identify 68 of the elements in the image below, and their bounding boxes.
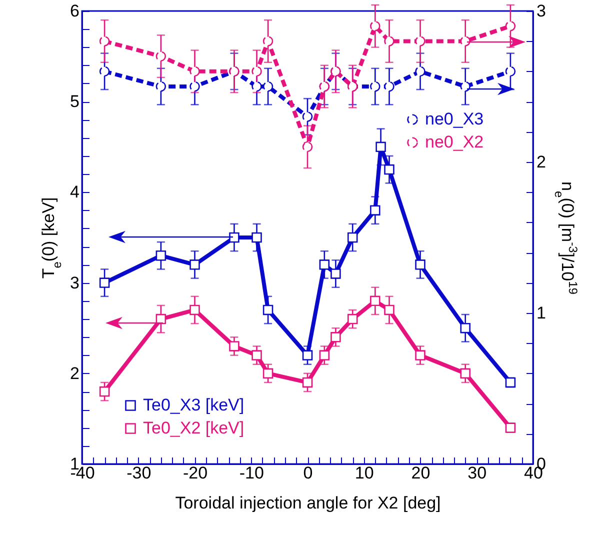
point	[229, 232, 240, 243]
legend-label: ne0_X2	[425, 132, 484, 152]
point	[330, 268, 341, 279]
point	[302, 377, 313, 388]
point	[415, 260, 426, 270]
y2-tick-label: 2	[536, 152, 546, 172]
point	[99, 36, 110, 46]
point	[384, 304, 394, 316]
point	[252, 350, 262, 360]
point	[415, 350, 426, 360]
point	[384, 36, 394, 46]
y-tick-label: 2	[70, 364, 80, 383]
point	[370, 205, 380, 216]
point	[156, 250, 166, 261]
x-tick-label: 30	[468, 464, 487, 482]
point	[370, 20, 380, 32]
point	[302, 112, 313, 122]
point	[156, 51, 166, 62]
y-tick-label: 5	[70, 92, 80, 112]
point	[302, 142, 313, 152]
point	[190, 260, 200, 270]
point	[384, 81, 394, 92]
x-tick-label: 10	[354, 464, 374, 482]
point	[262, 81, 274, 92]
point	[262, 368, 274, 379]
point	[370, 81, 380, 92]
x-tick-label: -10	[239, 464, 264, 482]
point	[415, 66, 426, 77]
legend-label: ne0_X3	[425, 110, 484, 128]
point	[252, 232, 262, 243]
point	[190, 81, 200, 92]
x-tick-label: -30	[126, 464, 152, 482]
legend-label: Te0_X2 [keV]	[143, 418, 244, 438]
legend-label: Te0_X3 [keV]	[143, 396, 244, 414]
point	[347, 314, 358, 324]
point	[229, 341, 240, 352]
x-tick-label: 20	[411, 464, 430, 482]
point	[376, 142, 386, 152]
point	[319, 260, 330, 270]
point	[415, 36, 426, 46]
point	[190, 304, 200, 316]
point	[99, 386, 110, 397]
point	[505, 66, 516, 77]
point	[156, 314, 166, 324]
point	[460, 368, 470, 379]
point	[330, 332, 341, 342]
point	[156, 81, 166, 92]
y-tick-label: 3	[70, 273, 80, 292]
point	[252, 66, 262, 77]
y2-tick-label: 1	[536, 304, 546, 322]
y-tick-label: 4	[70, 182, 80, 202]
x-axis-title: Toroidal injection angle for X2 [deg]	[175, 494, 441, 512]
point	[262, 36, 274, 46]
point	[262, 304, 274, 316]
point	[384, 164, 394, 175]
x-tick-label: 0	[303, 464, 313, 482]
point	[252, 81, 262, 92]
point	[460, 322, 470, 334]
point	[319, 350, 330, 360]
x-tick-label: -20	[182, 464, 208, 482]
point	[99, 278, 110, 288]
point	[190, 66, 200, 77]
point	[99, 66, 110, 77]
point	[302, 350, 313, 360]
y-tick-label: 6	[70, 2, 80, 20]
point	[370, 296, 380, 306]
point	[347, 232, 358, 243]
y2-tick-label: 3	[536, 2, 546, 20]
